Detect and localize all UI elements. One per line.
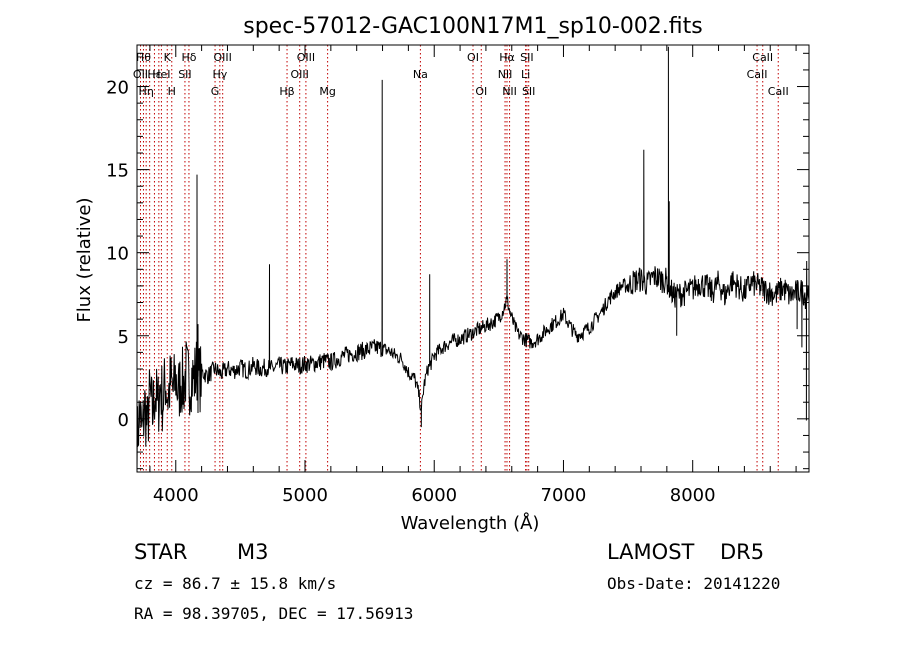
line-marker-label: Na: [413, 68, 428, 81]
data-release: DR5: [720, 540, 765, 564]
line-marker-label: Hε: [147, 68, 161, 81]
x-axis-ticks: 4000 5000 6000 7000 8000: [149, 45, 797, 506]
line-marker-label: Hβ: [279, 85, 294, 98]
x-tick-label: 4000: [153, 485, 199, 506]
obs-date: Obs-Date: 20141220: [607, 574, 781, 593]
line-marker-label: G: [211, 85, 220, 98]
y-tick-label: 0: [118, 410, 129, 431]
line-marker-label: OI: [467, 51, 479, 64]
line-marker-label: K: [164, 51, 172, 64]
y-axis-ticks: 0 5 10 15 20: [106, 52, 809, 470]
line-marker-label: CaII: [752, 51, 773, 64]
line-marker-label: H: [168, 85, 176, 98]
line-marker-label: Hη: [139, 85, 154, 98]
line-marker-label: Hα: [499, 51, 515, 64]
x-axis-label: Wavelength (Å): [401, 512, 540, 534]
chart-title: spec-57012-GAC100N17M1_sp10-002.fits: [243, 14, 703, 39]
spectrum-line: [136, 46, 810, 473]
line-marker-label: NII: [502, 85, 517, 98]
x-tick-label: 7000: [541, 485, 587, 506]
y-tick-label: 15: [106, 161, 129, 182]
line-marker-label: SII: [520, 51, 533, 64]
object-class: STAR: [134, 540, 188, 564]
line-marker-label: OIII: [297, 51, 315, 64]
x-tick-label: 5000: [282, 485, 328, 506]
line-marker-label: Mg: [319, 85, 335, 98]
survey-name: LAMOST: [607, 540, 695, 564]
line-marker-label: SII: [178, 68, 191, 81]
line-marker-label: Hγ: [212, 68, 227, 81]
line-marker-label: HeI: [152, 68, 170, 81]
plot-frame: [136, 44, 810, 473]
line-marker-label: CaII: [768, 85, 789, 98]
line-marker-label: Li: [521, 68, 530, 81]
line-marker-label: CaII: [747, 68, 768, 81]
line-marker-label: OIII: [291, 68, 309, 81]
line-markers: [139, 45, 779, 472]
line-marker-label: Hθ: [136, 51, 151, 64]
x-tick-label: 6000: [411, 485, 457, 506]
object-subclass: M3: [237, 540, 269, 564]
y-tick-label: 20: [106, 78, 129, 99]
line-marker-label: Hδ: [181, 51, 196, 64]
x-tick-label: 8000: [670, 485, 716, 506]
line-marker-labels: OIIHθHηHεHeIKHSIIHδGHγOIIIHβOIIIOIIIMgNa…: [133, 51, 789, 98]
y-tick-label: 10: [106, 244, 129, 265]
coordinates: RA = 98.39705, DEC = 17.56913: [134, 604, 414, 623]
redshift-info: cz = 86.7 ± 15.8 km/s: [134, 574, 337, 593]
line-marker-label: NII: [498, 68, 513, 81]
line-marker-label: OIII: [213, 51, 231, 64]
y-axis-label: Flux (relative): [74, 197, 95, 322]
line-marker-label: SII: [522, 85, 535, 98]
y-tick-label: 5: [118, 327, 129, 348]
spectrum-trace: [136, 46, 810, 473]
line-marker-label: OI: [475, 85, 487, 98]
